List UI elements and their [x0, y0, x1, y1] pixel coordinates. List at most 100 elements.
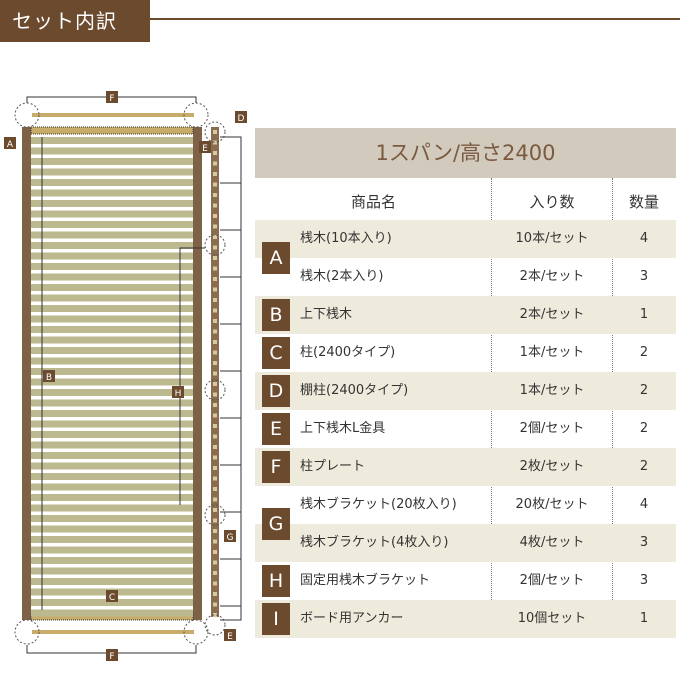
part-qty: 2: [639, 345, 649, 360]
slat: [31, 294, 193, 302]
shelf-post-slot: [213, 403, 217, 407]
slat: [31, 137, 193, 144]
shelf-post-slot: [213, 392, 217, 397]
part-qty: 2: [639, 421, 649, 436]
part-group: ボード用アンカー 10個セット 1 I: [255, 600, 676, 638]
slat: [31, 326, 193, 333]
callout-label: G: [227, 533, 234, 543]
part-letter-badge: A: [262, 242, 290, 274]
shelf-post-slot: [213, 445, 217, 449]
shelf-post-slot: [213, 319, 217, 323]
callout-circle: [204, 379, 226, 401]
shelf-post-slot: [213, 287, 217, 292]
table-row: 桟木(10本入り) 10本/セット 4: [255, 220, 676, 258]
top-rail: [30, 126, 194, 135]
part-letter-badge: H: [262, 565, 290, 597]
part-letter-badge: F: [262, 451, 290, 483]
slat: [31, 557, 193, 564]
callout-label-box: [224, 629, 236, 641]
table-row: 上下桟木 2本/セット 1: [255, 296, 676, 334]
set-diagram: F F A B C D E E G H: [4, 91, 247, 662]
shelf-post-slot: [213, 130, 217, 134]
slat: [31, 452, 193, 459]
part-count: 20枚/セット: [515, 497, 589, 512]
part-qty: 4: [639, 231, 649, 246]
shelf-post-slot: [213, 424, 217, 428]
shelf-post-slot: [213, 256, 217, 260]
part-count: 1本/セット: [519, 345, 585, 360]
part-count: 10本/セット: [515, 231, 589, 246]
slat: [31, 147, 193, 155]
shelf-post-slot: [213, 182, 217, 187]
callout-circle: [183, 619, 209, 645]
slat: [31, 231, 193, 239]
slat: [31, 305, 193, 312]
part-group: 柱プレート 2枚/セット 2 F: [255, 448, 676, 486]
part-name: 上下桟木: [300, 307, 353, 322]
slat: [31, 210, 193, 218]
part-name: 桟木(10本入り): [300, 231, 392, 246]
part-letter-badge: I: [262, 603, 290, 635]
table-row: 棚柱(2400タイプ) 1本/セット 2: [255, 372, 676, 410]
shelf-post-slot: [213, 350, 217, 355]
callout-label-box: [235, 111, 247, 123]
callout-label: F: [109, 652, 114, 662]
part-letter-badge: C: [262, 337, 290, 369]
slat: [31, 357, 193, 365]
slat: [31, 263, 193, 270]
shelf-post-slot: [213, 298, 217, 302]
slat: [31, 546, 193, 554]
shelf-post-slot: [213, 560, 217, 565]
slat: [31, 420, 193, 428]
callout-label: B: [46, 373, 52, 383]
part-name: 柱(2400タイプ): [300, 345, 396, 360]
slat: [31, 399, 193, 407]
shelf-post-slot: [213, 371, 217, 376]
callout-label: A: [7, 140, 14, 150]
table-row: 桟木ブラケット(20枚入り) 20枚/セット 4: [255, 486, 676, 524]
slat: [31, 599, 193, 606]
shelf-post-slot: [213, 592, 217, 596]
part-name: 固定用桟木ブラケット: [300, 573, 431, 588]
slat: [31, 431, 193, 438]
title-rule: [150, 18, 680, 20]
shelf-post-slot: [213, 277, 217, 281]
part-count: 2枚/セット: [519, 459, 585, 474]
shelf-post-slot: [213, 434, 217, 439]
slat: [31, 609, 193, 617]
slat: [31, 504, 193, 512]
slat: [31, 462, 193, 470]
part-group: 上下桟木L金具 2個/セット 2 E: [255, 410, 676, 448]
shelf-post-slot: [213, 550, 217, 554]
part-count: 2本/セット: [519, 269, 585, 284]
callout-label: C: [109, 593, 115, 603]
slat: [31, 179, 193, 186]
callout-label-box: [43, 370, 55, 382]
part-letter-badge: B: [262, 299, 290, 331]
part-count: 2個/セット: [519, 573, 585, 588]
slat: [31, 515, 193, 522]
slat: [31, 483, 193, 491]
callout-label: E: [202, 144, 208, 154]
shelf-post-slot: [213, 161, 217, 166]
shelf-post-slot: [213, 245, 217, 250]
shelf-post-slot: [213, 602, 217, 607]
callout-label-box: [172, 386, 184, 398]
shelf-post-slot: [213, 581, 217, 586]
part-name: 桟木(2本入り): [300, 269, 384, 284]
part-group: 桟木ブラケット(20枚入り) 20枚/セット 4 桟木ブラケット(4枚入り) 4枚/セッ…: [255, 486, 676, 562]
header-qty: 数量: [628, 193, 659, 211]
part-qty: 3: [639, 269, 649, 284]
slat: [31, 525, 193, 533]
shelf-post-slot: [213, 413, 217, 418]
callout-label-box: [106, 91, 118, 103]
header-count: 入り数: [529, 193, 575, 211]
slat: [31, 578, 193, 585]
parts-table: 1スパン/高さ2400 商品名 入り数 数量 桟木(10本入り) 10本/セット 4…: [255, 128, 676, 638]
shelf-post-slot: [213, 214, 217, 218]
shelf-post-slot: [213, 172, 217, 176]
part-count: 2個/セット: [519, 421, 585, 436]
callout-label: E: [227, 632, 233, 642]
callout-label: F: [109, 94, 114, 104]
callout-label-box: [4, 137, 16, 149]
